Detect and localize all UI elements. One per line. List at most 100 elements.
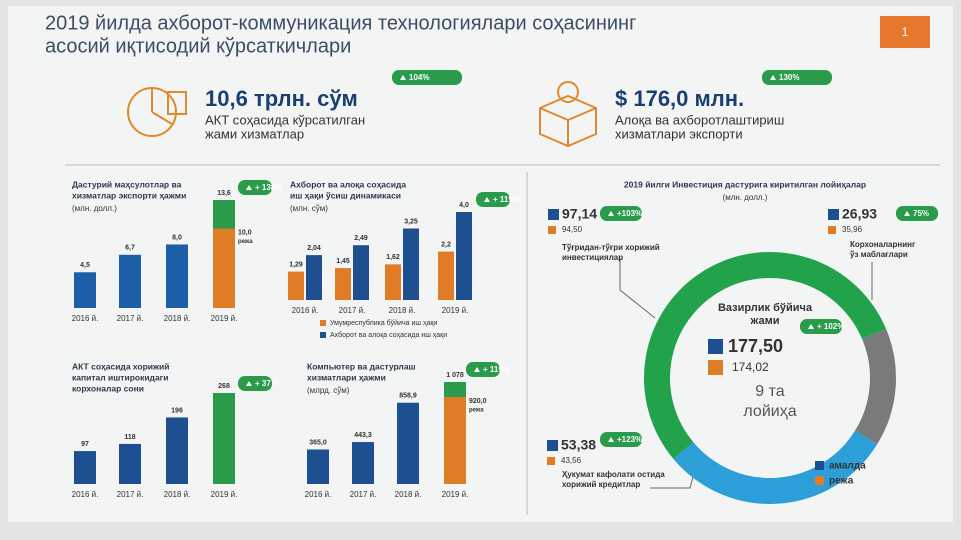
bar bbox=[213, 393, 235, 484]
bar bbox=[335, 268, 351, 300]
bar bbox=[353, 245, 369, 300]
badge-bg bbox=[600, 206, 642, 221]
x-tick-label: 2018 й. bbox=[395, 490, 422, 499]
chart-title: АКТ соҳасида хорижий bbox=[72, 361, 170, 371]
bar bbox=[438, 251, 454, 300]
segment-name: инвестициялар bbox=[562, 253, 623, 262]
plan-marker bbox=[708, 360, 723, 375]
actual-marker bbox=[548, 209, 559, 220]
chart-title: иш ҳақи ўсиш динамикаси bbox=[290, 190, 401, 200]
badge-arrow bbox=[608, 437, 614, 442]
badge-bg bbox=[466, 362, 500, 377]
chart-title: хизматлар экспорти ҳажми bbox=[72, 190, 186, 200]
badge-text: + 138% bbox=[255, 183, 282, 192]
value-label: 268 bbox=[218, 383, 230, 390]
badge-text: 75% bbox=[913, 209, 929, 218]
x-tick-label: 2017 й. bbox=[350, 490, 377, 499]
plan-label: 920,0 bbox=[469, 398, 487, 405]
badge-bg bbox=[896, 206, 938, 221]
x-tick-label: 2016 й. bbox=[292, 306, 319, 315]
projects: 9 та bbox=[755, 383, 784, 400]
chart-title: капитал иштирокидаги bbox=[72, 372, 168, 382]
chart-title: хизматлари ҳажми bbox=[307, 372, 386, 382]
x-tick-label: 2016 й. bbox=[72, 490, 99, 499]
segment-plan: 94,50 bbox=[562, 225, 583, 234]
legend-label: Ахборот ва алоқа соҳасида иш ҳақи bbox=[330, 331, 447, 339]
x-tick-label: 2019 й. bbox=[211, 490, 238, 499]
badge-arrow bbox=[246, 381, 252, 386]
badge-arrow bbox=[474, 367, 480, 372]
badge-text: + 37 % bbox=[255, 379, 280, 388]
badge-text: 104% bbox=[409, 73, 429, 82]
total-name: жами bbox=[750, 315, 780, 327]
badge-bg bbox=[600, 432, 642, 447]
bar bbox=[352, 442, 374, 484]
badge-text: 130% bbox=[779, 73, 799, 82]
value-label: 2,04 bbox=[307, 245, 321, 252]
plan-bar bbox=[213, 228, 235, 308]
x-tick-label: 2017 й. bbox=[117, 314, 144, 323]
chart-title: Компьютер ва дастурлаш bbox=[307, 361, 416, 371]
x-tick-label: 2018 й. bbox=[389, 306, 416, 315]
bar bbox=[288, 271, 304, 300]
x-tick-label: 2016 й. bbox=[72, 314, 99, 323]
x-tick-label: 2019 й. bbox=[211, 314, 238, 323]
badge-bg bbox=[238, 376, 272, 391]
page-number-box bbox=[880, 16, 930, 48]
badge-arrow bbox=[608, 211, 614, 216]
badge-bg bbox=[476, 192, 510, 207]
plan-marker bbox=[547, 457, 555, 465]
total-plan: 174,02 bbox=[732, 360, 769, 374]
value-label: 13,6 bbox=[217, 190, 231, 197]
value-label: 6,7 bbox=[125, 245, 135, 252]
value-label: 1,29 bbox=[289, 261, 303, 268]
badge-text: +123% bbox=[617, 435, 642, 444]
segment-value: 53,38 bbox=[561, 437, 596, 453]
value-label: 1,62 bbox=[386, 254, 400, 261]
x-tick-label: 2018 й. bbox=[164, 490, 191, 499]
export-icon bbox=[539, 81, 597, 148]
badge-text: +103% bbox=[617, 209, 642, 218]
kpi-text: жами хизматлар bbox=[205, 126, 304, 141]
value-label: 118 bbox=[124, 434, 135, 441]
legend-swatch bbox=[320, 332, 326, 338]
bar bbox=[403, 228, 419, 300]
total-value: 177,50 bbox=[728, 336, 783, 356]
chart-unit: (млн. сўм) bbox=[290, 204, 328, 213]
kpi-text: хизматлари экспорти bbox=[615, 126, 743, 141]
projects: лойиҳа bbox=[743, 403, 796, 420]
value-label: 97 bbox=[81, 441, 89, 448]
x-tick-label: 2019 й. bbox=[442, 306, 469, 315]
title: 2019 йилда ахборот-коммуникация технолог… bbox=[45, 12, 636, 34]
segment-plan: 43,56 bbox=[561, 456, 582, 465]
bar bbox=[74, 272, 96, 308]
bar bbox=[74, 451, 96, 484]
badge-bg bbox=[392, 70, 462, 85]
legend-swatch bbox=[815, 476, 824, 485]
actual-marker bbox=[547, 440, 558, 451]
plan-marker bbox=[548, 226, 556, 234]
chart-unit: (млн. долл.) bbox=[72, 204, 117, 213]
actual-marker bbox=[708, 339, 723, 354]
actual-marker bbox=[828, 209, 839, 220]
title: асосий иқтисодий кўрсаткичлари bbox=[45, 35, 351, 57]
legend-swatch bbox=[815, 461, 824, 470]
segment-name: хорижий кредитлар bbox=[562, 480, 640, 489]
legend-label: Умумреспублика бўйича иш ҳақи bbox=[330, 319, 437, 327]
segment-plan: 35,96 bbox=[842, 225, 863, 234]
badge-arrow bbox=[808, 324, 814, 329]
plan-label: 10,0 bbox=[238, 229, 252, 236]
plan-bar bbox=[444, 396, 466, 484]
bar bbox=[385, 264, 401, 300]
value-label: 8,0 bbox=[172, 234, 182, 241]
x-tick-label: 2019 й. bbox=[442, 490, 469, 499]
donut-segment bbox=[854, 328, 896, 445]
segment-name: Ҳукумат кафолати остида bbox=[562, 470, 665, 479]
x-tick-label: 2017 й. bbox=[339, 306, 366, 315]
badge-bg bbox=[238, 180, 272, 195]
bar bbox=[456, 212, 472, 300]
badge-arrow bbox=[484, 197, 490, 202]
kpi-text: Алоқа ва ахборотлаштириш bbox=[615, 112, 784, 127]
